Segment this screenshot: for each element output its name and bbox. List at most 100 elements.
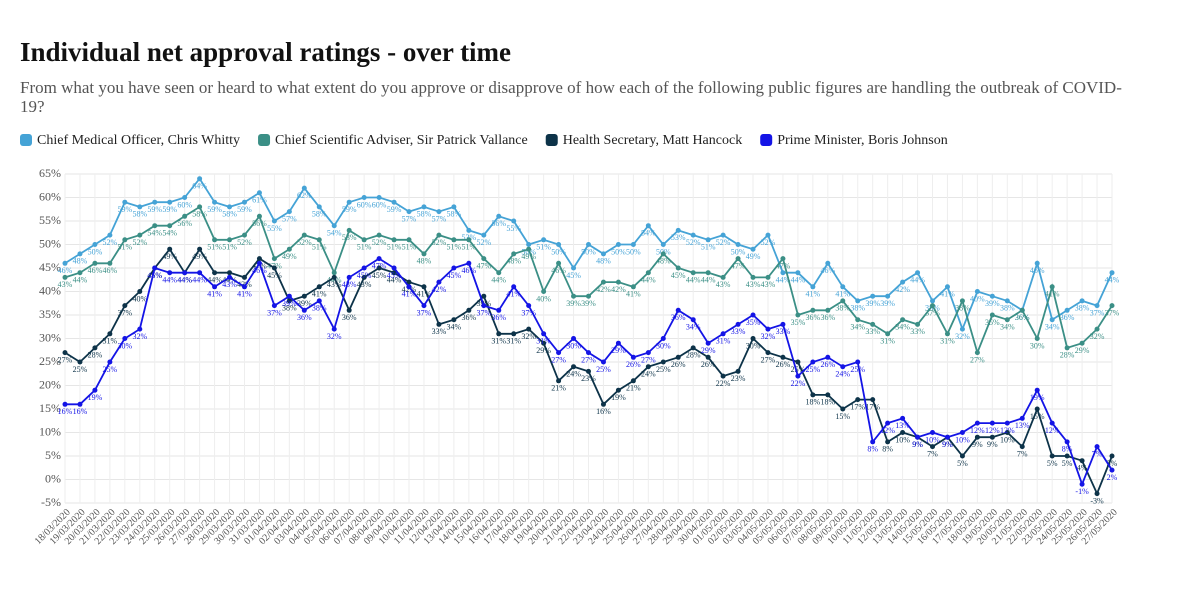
data-label: 45% xyxy=(372,271,387,280)
data-point xyxy=(511,218,517,224)
data-label: 28% xyxy=(1060,351,1075,360)
data-point xyxy=(436,209,442,215)
data-point xyxy=(256,213,262,219)
data-point xyxy=(1079,340,1085,346)
data-point xyxy=(301,307,307,313)
data-label: 34% xyxy=(895,323,910,332)
data-point xyxy=(391,237,397,243)
data-point xyxy=(346,199,352,205)
data-label: 44% xyxy=(686,276,701,285)
data-label: 38% xyxy=(1075,304,1090,313)
data-point xyxy=(331,270,337,276)
data-point xyxy=(959,298,965,304)
data-label: 58% xyxy=(222,210,237,219)
data-label: 24% xyxy=(566,370,581,379)
y-tick-label: 35% xyxy=(39,307,61,321)
legend-label: Prime Minister, Boris Johnson xyxy=(777,133,948,148)
data-label: 39% xyxy=(581,299,596,308)
data-point xyxy=(630,284,636,290)
data-point xyxy=(376,195,382,200)
data-point xyxy=(481,256,487,262)
data-label: 38% xyxy=(925,304,940,313)
data-label: 22% xyxy=(791,379,806,388)
data-label: 39% xyxy=(880,299,895,308)
data-point xyxy=(391,270,397,276)
data-label: 30% xyxy=(656,341,671,350)
data-label: 42% xyxy=(895,285,910,294)
data-point xyxy=(1049,284,1055,290)
data-point xyxy=(1064,439,1070,445)
data-label: 44% xyxy=(177,276,192,285)
data-label: 39% xyxy=(282,299,297,308)
data-point xyxy=(526,303,532,309)
data-label: 56% xyxy=(177,219,192,228)
data-point xyxy=(92,260,98,266)
y-tick-label: 30% xyxy=(39,330,61,344)
data-point xyxy=(690,345,696,351)
data-point xyxy=(765,274,771,280)
data-label: 36% xyxy=(297,313,312,322)
data-label: 9% xyxy=(987,440,998,449)
data-label: 18% xyxy=(806,398,821,407)
data-label: 46% xyxy=(551,266,566,275)
data-point xyxy=(989,293,995,299)
data-point xyxy=(256,256,262,262)
data-label: 36% xyxy=(462,313,477,322)
data-label: 37% xyxy=(925,308,940,317)
data-point xyxy=(735,368,741,374)
legend-label: Health Secretary, Matt Hancock xyxy=(563,133,742,148)
data-point xyxy=(660,336,666,341)
data-label: 61% xyxy=(252,196,267,205)
data-point xyxy=(92,242,98,247)
data-label: 23% xyxy=(581,374,596,383)
data-point xyxy=(256,260,262,266)
data-label: 49% xyxy=(162,252,177,261)
data-label: 38% xyxy=(312,304,327,313)
data-point xyxy=(735,256,741,262)
data-point xyxy=(301,293,307,299)
data-point xyxy=(212,270,218,276)
data-label: 8% xyxy=(882,445,893,454)
data-point xyxy=(1109,467,1115,473)
data-point xyxy=(137,232,143,238)
data-label: 49% xyxy=(746,252,761,261)
data-label: 51% xyxy=(312,243,327,252)
data-label: 34% xyxy=(686,323,701,332)
data-label: 56% xyxy=(491,219,506,228)
data-label: 47% xyxy=(372,261,387,270)
data-point xyxy=(122,199,128,205)
data-label: 59% xyxy=(147,205,162,214)
data-label: 44% xyxy=(222,276,237,285)
data-point xyxy=(227,204,233,210)
data-point xyxy=(92,387,98,393)
data-point xyxy=(1004,317,1010,323)
y-tick-label: 5% xyxy=(45,448,61,462)
data-label: 25% xyxy=(656,365,671,374)
data-point xyxy=(436,321,442,327)
data-label: 57% xyxy=(282,214,297,223)
data-point xyxy=(241,199,247,205)
data-point xyxy=(645,223,651,229)
data-label: 17% xyxy=(850,402,865,411)
data-point xyxy=(152,223,158,229)
data-point xyxy=(915,434,921,440)
legend-swatch xyxy=(258,134,271,146)
data-point xyxy=(197,246,203,252)
data-point xyxy=(615,387,621,393)
data-point xyxy=(466,237,472,243)
data-point xyxy=(376,232,382,238)
data-label: 49% xyxy=(192,252,207,261)
data-point xyxy=(541,340,547,346)
data-label: 58% xyxy=(132,210,147,219)
data-label: 25% xyxy=(806,365,821,374)
data-label: 54% xyxy=(162,229,177,238)
data-label: 45% xyxy=(357,271,372,280)
data-label: 45% xyxy=(387,271,402,280)
data-label: 12% xyxy=(880,426,895,435)
data-label: 55% xyxy=(506,224,521,233)
data-label: 26% xyxy=(701,360,716,369)
data-point xyxy=(720,331,726,337)
data-label: 58% xyxy=(447,210,462,219)
data-label: 15% xyxy=(1030,412,1045,421)
data-label: 57% xyxy=(402,214,417,223)
